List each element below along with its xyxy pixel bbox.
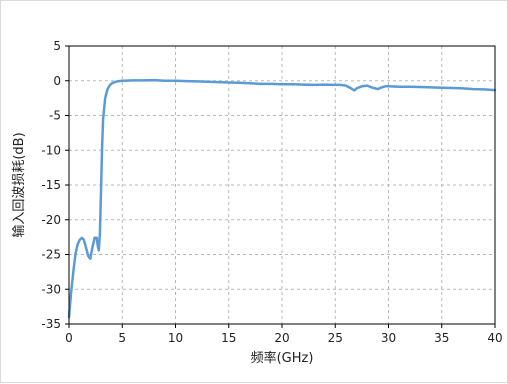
- y-tick-label-8: -35: [41, 317, 61, 331]
- y-tick-label-7: -30: [41, 282, 61, 296]
- y-axis-ticks: 5 0 -5 -10 -15 -20 -25 -30 -35: [41, 39, 69, 331]
- x-tick-label-6: 30: [381, 331, 396, 345]
- x-tick-label-3: 15: [221, 331, 236, 345]
- x-axis-ticks: 0 5 10 15 20 25 30 35 40: [65, 324, 503, 345]
- grid-lines: [69, 46, 495, 324]
- x-tick-label-5: 25: [328, 331, 343, 345]
- y-tick-label-5: -20: [41, 213, 61, 227]
- x-tick-label-8: 40: [487, 331, 502, 345]
- plot-area: [67, 78, 497, 319]
- series-line-0: [67, 78, 497, 319]
- y-tick-label-6: -25: [41, 248, 61, 262]
- x-tick-label-0: 0: [65, 331, 73, 345]
- y-tick-label-4: -15: [41, 178, 61, 192]
- y-tick-label-0: 5: [53, 39, 61, 53]
- x-tick-label-7: 35: [434, 331, 449, 345]
- x-axis-title: 频率(GHz): [251, 350, 314, 366]
- y-axis-title: 输入回波损耗(dB): [11, 132, 27, 237]
- y-tick-label-1: 0: [53, 74, 61, 88]
- x-tick-label-1: 5: [118, 331, 126, 345]
- y-tick-label-3: -10: [41, 143, 61, 157]
- x-tick-label-4: 20: [274, 331, 289, 345]
- x-tick-label-2: 10: [168, 331, 183, 345]
- y-tick-label-2: -5: [49, 109, 61, 123]
